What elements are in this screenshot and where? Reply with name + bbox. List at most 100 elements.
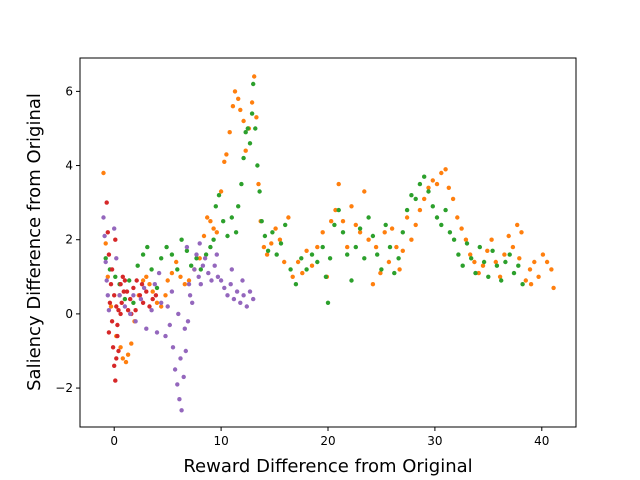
- data-point-series-2: [323, 274, 329, 279]
- data-point-series-4: [222, 285, 227, 291]
- data-point-series-2: [208, 244, 213, 250]
- data-point-series-4: [240, 278, 245, 283]
- data-point-series-4: [154, 330, 160, 335]
- data-point-series-2: [447, 230, 453, 235]
- data-point-series-4: [176, 311, 181, 317]
- data-point-series-2: [293, 282, 299, 287]
- data-point-series-4: [206, 270, 211, 276]
- y-tick-label: 4: [65, 159, 73, 173]
- data-point-series-2: [251, 81, 256, 87]
- data-point-series-2: [349, 278, 354, 283]
- data-point-series-1: [309, 263, 315, 268]
- data-point-series-2: [494, 263, 500, 268]
- data-point-series-3: [139, 282, 145, 287]
- data-point-series-4: [106, 308, 112, 313]
- data-point-series-3: [114, 356, 119, 361]
- data-point-series-4: [194, 252, 199, 257]
- data-point-series-4: [102, 233, 107, 239]
- y-axis-label: Saliency Difference from Original: [24, 93, 45, 391]
- data-point-series-4: [184, 244, 190, 250]
- data-point-series-1: [349, 204, 354, 209]
- data-point-series-3: [112, 293, 117, 298]
- data-point-series-2: [503, 259, 508, 265]
- data-point-series-2: [370, 233, 376, 239]
- data-point-series-2: [404, 207, 410, 213]
- data-point-series-2: [320, 244, 325, 250]
- data-point-series-3: [105, 230, 111, 235]
- data-point-series-2: [499, 278, 504, 283]
- data-point-series-1: [345, 244, 350, 250]
- data-point-series-3: [118, 282, 123, 287]
- data-point-series-3: [153, 293, 159, 298]
- y-tick-label: 2: [65, 233, 73, 247]
- data-point-series-4: [200, 263, 206, 268]
- data-point-series-1: [140, 278, 146, 283]
- data-point-series-1: [536, 274, 541, 279]
- data-point-series-2: [379, 267, 384, 272]
- data-point-series-4: [228, 282, 233, 287]
- data-point-series-2: [255, 163, 260, 168]
- data-point-series-3: [115, 322, 120, 328]
- data-point-series-4: [122, 304, 128, 309]
- data-point-series-2: [262, 233, 268, 239]
- data-point-series-2: [486, 274, 491, 279]
- data-point-series-2: [392, 270, 397, 276]
- data-point-series-1: [230, 104, 236, 109]
- data-point-series-4: [234, 289, 240, 294]
- data-point-series-2: [443, 207, 448, 213]
- data-point-series-2: [270, 230, 275, 235]
- data-point-series-2: [383, 222, 388, 228]
- data-point-series-4: [112, 226, 117, 231]
- data-point-series-2: [274, 252, 279, 257]
- data-point-series-2: [194, 256, 199, 261]
- data-point-series-1: [439, 170, 444, 176]
- data-point-series-2: [353, 244, 358, 250]
- data-point-series-4: [251, 296, 256, 302]
- data-point-series-1: [269, 241, 274, 246]
- data-point-series-1: [497, 274, 503, 279]
- data-point-series-1: [544, 259, 550, 265]
- data-point-series-1: [222, 159, 227, 164]
- data-point-series-1: [169, 270, 175, 276]
- data-point-series-4: [165, 304, 170, 309]
- data-point-series-4: [231, 296, 237, 302]
- data-point-series-3: [119, 300, 124, 305]
- data-point-series-2: [131, 300, 136, 305]
- data-point-series-4: [244, 304, 249, 309]
- x-axis-ticks: 0 10 20 30 40: [110, 427, 549, 448]
- data-point-series-3: [134, 278, 139, 283]
- data-point-series-2: [249, 111, 255, 116]
- data-point-series-2: [422, 174, 427, 179]
- data-point-series-2: [464, 241, 470, 246]
- data-point-series-2: [259, 219, 264, 224]
- data-point-series-2: [184, 248, 190, 253]
- data-point-series-2: [239, 181, 244, 187]
- data-point-series-3: [113, 378, 118, 383]
- data-point-series-2: [278, 241, 284, 246]
- data-point-series-2: [229, 215, 234, 220]
- data-point-series-1: [443, 167, 448, 172]
- data-point-series-1: [232, 89, 238, 94]
- data-point-series-4: [144, 326, 149, 331]
- data-point-series-4: [156, 270, 162, 276]
- data-point-series-2: [149, 267, 154, 272]
- data-point-series-1: [426, 185, 431, 190]
- data-point-series-1: [519, 230, 524, 235]
- data-point-series-3: [109, 319, 115, 324]
- data-point-series-1: [252, 74, 257, 79]
- y-tick-label: −2: [55, 381, 73, 395]
- data-point-series-3: [147, 304, 152, 309]
- data-point-series-1: [417, 207, 423, 213]
- data-point-series-4: [198, 282, 203, 287]
- data-point-series-2: [113, 274, 118, 279]
- data-point-series-2: [236, 204, 241, 209]
- x-tick-label: 0: [110, 434, 118, 448]
- x-tick-label: 10: [213, 434, 228, 448]
- data-point-series-3: [107, 300, 113, 305]
- data-point-series-3: [131, 285, 136, 291]
- data-point-series-1: [264, 252, 270, 257]
- data-point-series-1: [118, 345, 123, 350]
- data-point-series-1: [254, 115, 259, 120]
- data-point-series-1: [144, 274, 149, 279]
- data-point-series-1: [178, 274, 183, 279]
